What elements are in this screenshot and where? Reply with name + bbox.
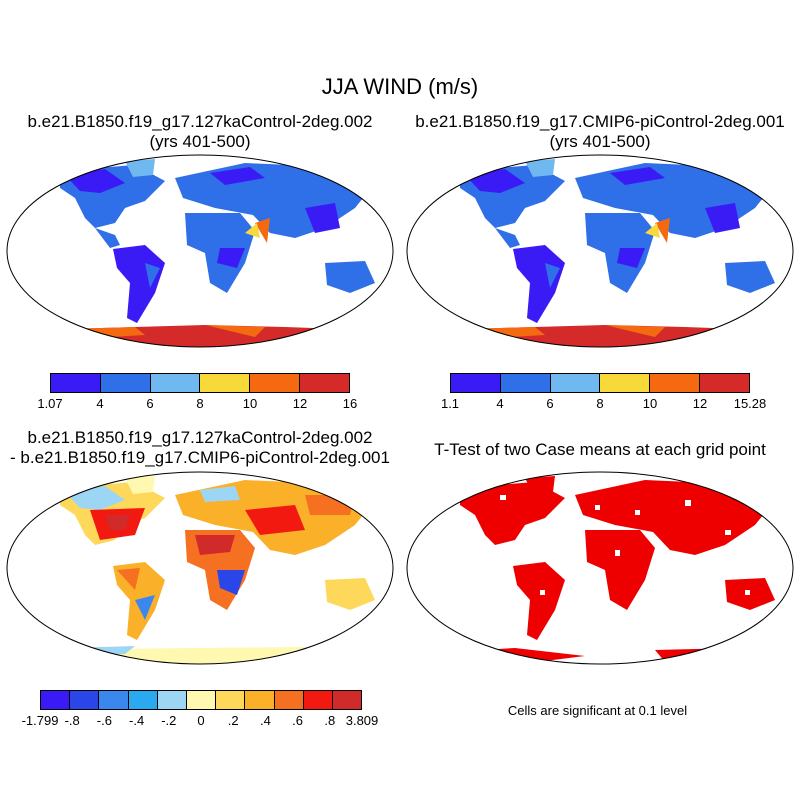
panel4-map [406,471,794,665]
cb2-tick-label: 4 [496,396,504,411]
cb2-tick-label: 15.28 [733,396,767,411]
panel1-map [6,154,394,348]
panel3-map [6,471,394,665]
cb1-swatch [250,374,301,392]
panel3-title-line1: b.e21.B1850.f19_g17.127kaControl-2deg.00… [27,428,373,447]
cb1-tick-label: 10 [242,396,258,411]
panel2-title-line2: (yrs 401-500) [549,132,651,151]
cb2-swatch [451,374,501,392]
cb2-tick-label: 10 [642,396,658,411]
panel1-title-line2: (yrs 401-500) [149,132,251,151]
cb1-tick-label: 6 [146,396,154,411]
panel1-title-line1: b.e21.B1850.f19_g17.127kaControl-2deg.00… [27,112,373,131]
cb1-swatch [150,374,201,392]
cb1-tick-label: 8 [196,396,204,411]
cb1-swatch [51,374,101,392]
cb2-swatch [650,374,701,392]
cb2-tick-label: 6 [546,396,554,411]
cb3-swatch [274,691,304,709]
cb2-swatch [600,374,651,392]
cb3-tick-label: -.6 [96,713,112,728]
colorbar-1 [50,373,350,393]
cb3-tick-label: -1.799 [21,713,59,728]
panel2-map [406,154,794,348]
cb2-swatch [550,374,601,392]
panel2-title: b.e21.B1850.f19_g17.CMIP6-piControl-2deg… [400,112,800,152]
cb3-tick-label: .4 [259,713,271,728]
significance-note: Cells are significant at 0.1 level [507,703,688,718]
figure-title: JJA WIND (m/s) [321,74,479,99]
panel2-title-line1: b.e21.B1850.f19_g17.CMIP6-piControl-2deg… [415,112,785,131]
cb2-swatch [500,374,551,392]
cb3-swatch [332,691,362,709]
cb1-tick-label: 16 [342,396,358,411]
cb1-tick-label: 12 [292,396,308,411]
cb3-tick-label: .6 [292,713,304,728]
panel3-title-line2: - b.e21.B1850.f19_g17.CMIP6-piControl-2d… [10,448,390,467]
cb3-swatch [99,691,129,709]
panel4-title-line1: T-Test of two Case means at each grid po… [434,440,766,459]
cb2-swatch [700,374,749,392]
cb1-swatch [300,374,349,392]
cb1-tick-label: 1.07 [37,396,63,411]
cb3-tick-label: 3.809 [345,713,379,728]
cb3-tick-label: 0 [197,713,205,728]
cb3-tick-label: -.4 [129,713,145,728]
cb2-tick-label: 1.1 [440,396,460,411]
cb2-tick-label: 12 [692,396,708,411]
panel3-title: b.e21.B1850.f19_g17.127kaControl-2deg.00… [0,428,400,468]
cb3-tick-label: -.8 [64,713,80,728]
cb3-tick-label: -.2 [161,713,177,728]
panel4-title: T-Test of two Case means at each grid po… [400,440,800,460]
cb3-swatch [216,691,246,709]
colorbar-2 [450,373,750,393]
cb2-tick-label: 8 [596,396,604,411]
cb3-swatch [157,691,187,709]
colorbar-3 [40,690,362,710]
cb3-swatch [303,691,333,709]
cb3-tick-label: .2 [227,713,239,728]
cb1-tick-label: 4 [96,396,104,411]
cb3-swatch [128,691,158,709]
cb1-swatch [100,374,151,392]
cb3-swatch [41,691,71,709]
panel1-title: b.e21.B1850.f19_g17.127kaControl-2deg.00… [0,112,400,152]
cb3-tick-label: .8 [324,713,336,728]
cb1-swatch [200,374,251,392]
cb3-swatch [245,691,275,709]
cb3-swatch [186,691,217,709]
cb3-swatch [70,691,100,709]
